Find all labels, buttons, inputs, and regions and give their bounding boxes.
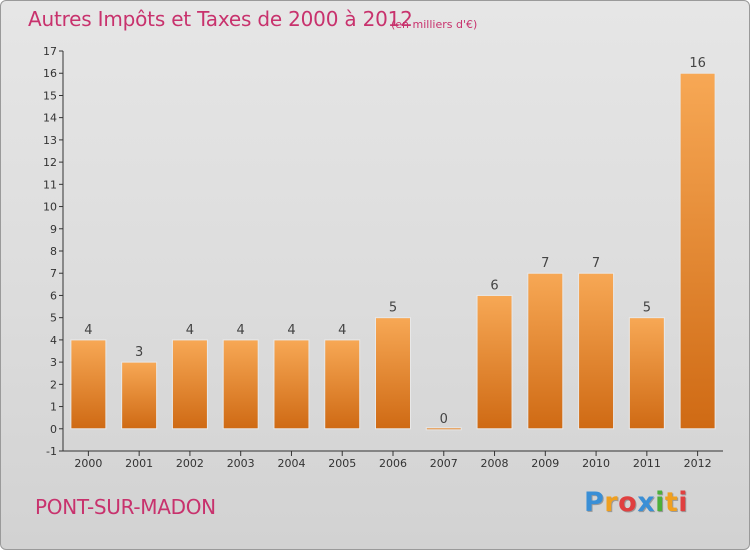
y-tick-label: 2 [50, 378, 57, 391]
bar-2007 [425, 427, 462, 431]
x-tick-label: 2004 [277, 457, 305, 470]
bar-2010 [578, 272, 615, 430]
x-tick-label: 2005 [328, 457, 356, 470]
y-tick-label: 8 [50, 245, 57, 258]
data-label-2010: 7 [592, 256, 600, 271]
data-label-2007: 0 [440, 412, 448, 427]
data-label-2000: 4 [84, 323, 92, 338]
data-label-2008: 6 [490, 278, 498, 293]
y-tick-label: 4 [50, 334, 57, 347]
brand-letter: i [678, 487, 689, 518]
y-tick-label: 7 [50, 267, 57, 280]
brand-letter: P [584, 487, 605, 518]
bar-2011 [628, 317, 665, 430]
x-tick-label: 2010 [582, 457, 610, 470]
y-tick-label: 9 [50, 223, 57, 236]
x-tick-label: 2008 [481, 457, 509, 470]
data-label-2001: 3 [135, 345, 143, 360]
data-label-2004: 4 [287, 323, 295, 338]
bar-2006 [375, 317, 411, 430]
brand-letter: i [655, 487, 665, 518]
y-tick-label: 15 [43, 89, 57, 102]
chart-title: Autres Impôts et Taxes de 2000 à 2012 [28, 7, 413, 31]
bar-2005 [324, 339, 361, 430]
x-tick-label: 2011 [633, 457, 661, 470]
y-tick-label: 11 [43, 178, 57, 191]
bar-2008 [476, 294, 513, 430]
y-tick-label: 5 [50, 312, 57, 325]
brand-logo: Proxiti [584, 487, 688, 518]
data-label-2002: 4 [186, 323, 194, 338]
x-tick-label: 2006 [379, 457, 407, 470]
bar-2009 [527, 272, 564, 430]
brand-letter: t [664, 487, 679, 518]
y-tick-label: 1 [50, 401, 57, 414]
data-label-2003: 4 [237, 323, 245, 338]
y-tick-label: 10 [43, 201, 57, 214]
y-tick-label: 17 [43, 45, 57, 58]
y-tick-label: 16 [43, 67, 57, 80]
brand-letter: o [618, 487, 638, 518]
y-tick-label: 0 [50, 423, 57, 436]
data-label-2006: 5 [389, 301, 397, 316]
x-tick-label: 2001 [125, 457, 153, 470]
bar-2001 [121, 361, 158, 430]
place-name: PONT-SUR-MADON [35, 495, 216, 519]
y-tick-label: 6 [50, 289, 57, 302]
y-tick-label: 3 [50, 356, 57, 369]
data-label-2012: 16 [689, 56, 706, 71]
x-tick-label: 2012 [684, 457, 712, 470]
data-label-2011: 5 [643, 301, 651, 316]
brand-letter: x [637, 487, 656, 518]
bar-2002 [171, 339, 208, 430]
x-tick-label: 2009 [531, 457, 559, 470]
x-tick-label: 2007 [430, 457, 458, 470]
bar-2003 [222, 339, 259, 430]
data-label-2009: 7 [541, 256, 549, 271]
chart-subtitle: (en milliers d'€) [391, 18, 478, 31]
x-tick-label: 2002 [176, 457, 204, 470]
y-tick-label: 13 [43, 134, 57, 147]
data-labels: 4 3 4 4 4 4 5 0 6 7 7 5 16 [84, 56, 706, 427]
bar-2012 [679, 72, 716, 430]
brand-letter: r [604, 487, 619, 518]
y-tick-label: -1 [46, 445, 57, 458]
x-tick-label: 2003 [227, 457, 255, 470]
bar-2000 [70, 339, 107, 430]
y-tick-label: 14 [43, 112, 57, 125]
bars [70, 72, 716, 431]
y-tick-label: 12 [43, 156, 57, 169]
data-label-2005: 4 [338, 323, 346, 338]
bar-2004 [273, 339, 310, 430]
x-tick-label: 2000 [74, 457, 102, 470]
